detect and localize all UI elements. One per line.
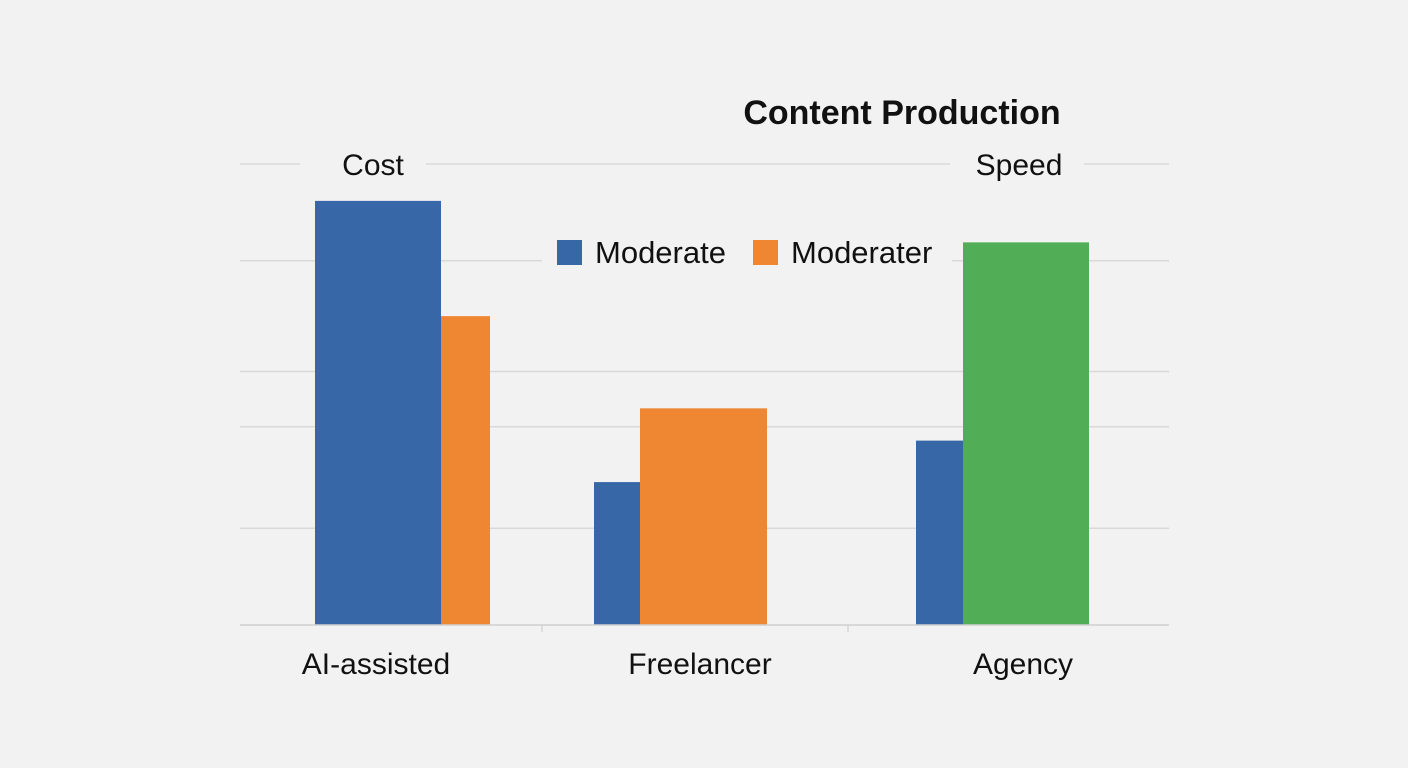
chart-title: Content Production — [743, 94, 1060, 132]
legend-label-moderate: Moderate — [595, 235, 726, 270]
x-tick-label: Agency — [973, 648, 1073, 681]
legend-label-moderater: Moderater — [791, 235, 932, 270]
panel-label-cost: Cost — [342, 149, 404, 182]
legend-swatch-moderate — [557, 240, 582, 265]
x-tick-label: Freelancer — [628, 648, 771, 681]
legend-swatch-moderater — [753, 240, 778, 265]
legend-bg — [542, 235, 952, 271]
cost-label-bg — [300, 150, 426, 180]
bar-freelancer-moderater — [640, 408, 767, 625]
speed-label-bg — [950, 150, 1084, 180]
bar-agency-speed — [963, 242, 1089, 625]
bar-ai-assisted-moderater — [441, 316, 490, 625]
bars — [315, 200, 1089, 625]
legend: Moderate Moderater — [557, 235, 932, 270]
bar-ai-assisted-moderate — [315, 200, 441, 625]
bar-agency-moderate — [916, 440, 963, 625]
panel-label-speed: Speed — [976, 149, 1063, 182]
x-tick-label: AI-assisted — [302, 648, 450, 681]
bar-freelancer-moderate — [594, 482, 640, 625]
